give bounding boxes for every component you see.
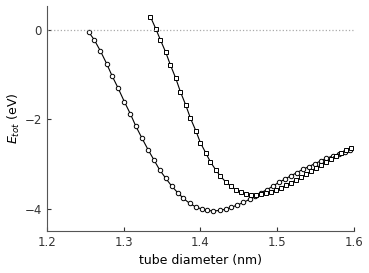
Y-axis label: $\mathit{E}_{tot}$ (eV): $\mathit{E}_{tot}$ (eV)	[6, 93, 22, 144]
X-axis label: tube diameter (nm): tube diameter (nm)	[139, 254, 262, 268]
